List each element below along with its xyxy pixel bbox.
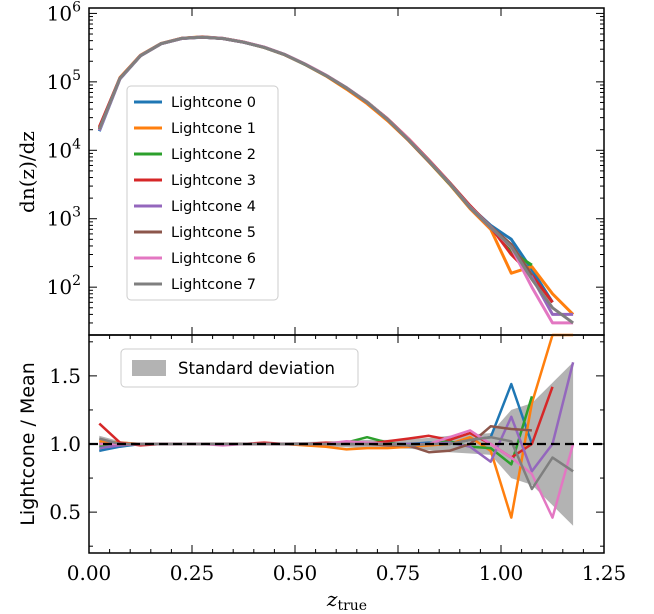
bottom-ytick-label: 0.5 — [49, 500, 81, 524]
band-legend: Standard deviation — [120, 348, 359, 388]
top-legend: Lightcone 0 Lightcone 1 Lightcone 2 Lightco… — [126, 85, 279, 301]
bottom-ylabel: Lightcone / Mean — [17, 362, 39, 525]
bottom-xtick-label: 1.00 — [479, 561, 524, 585]
x-axis-label: ztrue — [326, 587, 367, 614]
bottom-xtick-label: 0.75 — [376, 561, 421, 585]
bottom-xtick-label: 1.25 — [582, 561, 627, 585]
band-legend-swatch — [132, 360, 166, 376]
legend-label-1: Lightcone 1 — [171, 121, 256, 137]
top-ytick-label: 105 — [47, 68, 81, 94]
legend-label-2: Lightcone 2 — [171, 147, 256, 163]
top-ytick-label: 102 — [47, 273, 81, 299]
top-ticks-group: 102 103 104 105 106 — [47, 0, 605, 336]
bottom-xtick-label: 0.25 — [170, 561, 215, 585]
legend-label-3: Lightcone 3 — [171, 173, 256, 189]
bottom-ticks-group: 0.5 1.0 1.5 0.00 0.25 0.50 0.75 1.00 1.25 — [49, 335, 626, 585]
top-series-group — [97, 35, 575, 325]
legend-label-0: Lightcone 0 — [171, 95, 256, 111]
bottom-xtick-label: 0.50 — [273, 561, 318, 585]
top-ylabel: dn(z)/dz — [15, 131, 39, 213]
legend-label-5: Lightcone 5 — [171, 225, 256, 241]
legend-label-7: Lightcone 7 — [171, 277, 256, 293]
top-legend-frame — [126, 85, 279, 301]
bottom-ytick-label: 1.5 — [49, 364, 81, 388]
legend-label-6: Lightcone 6 — [171, 251, 256, 267]
band-legend-frame — [120, 348, 359, 388]
top-ylabel-text: dn(z)/dz — [15, 131, 39, 213]
bottom-panel: 0.5 1.0 1.5 0.00 0.25 0.50 0.75 1.00 1.25 Standa… — [17, 333, 626, 614]
bottom-ytick-label: 1.0 — [49, 432, 81, 456]
top-ytick-label: 104 — [47, 136, 81, 162]
top-ytick-label: 106 — [47, 0, 81, 25]
legend-label-4: Lightcone 4 — [171, 199, 256, 215]
top-line-lightcone-7 — [97, 35, 574, 325]
band-legend-label: Standard deviation — [178, 359, 335, 378]
top-ytick-label: 103 — [47, 205, 81, 231]
bottom-xtick-label: 0.00 — [67, 561, 112, 585]
